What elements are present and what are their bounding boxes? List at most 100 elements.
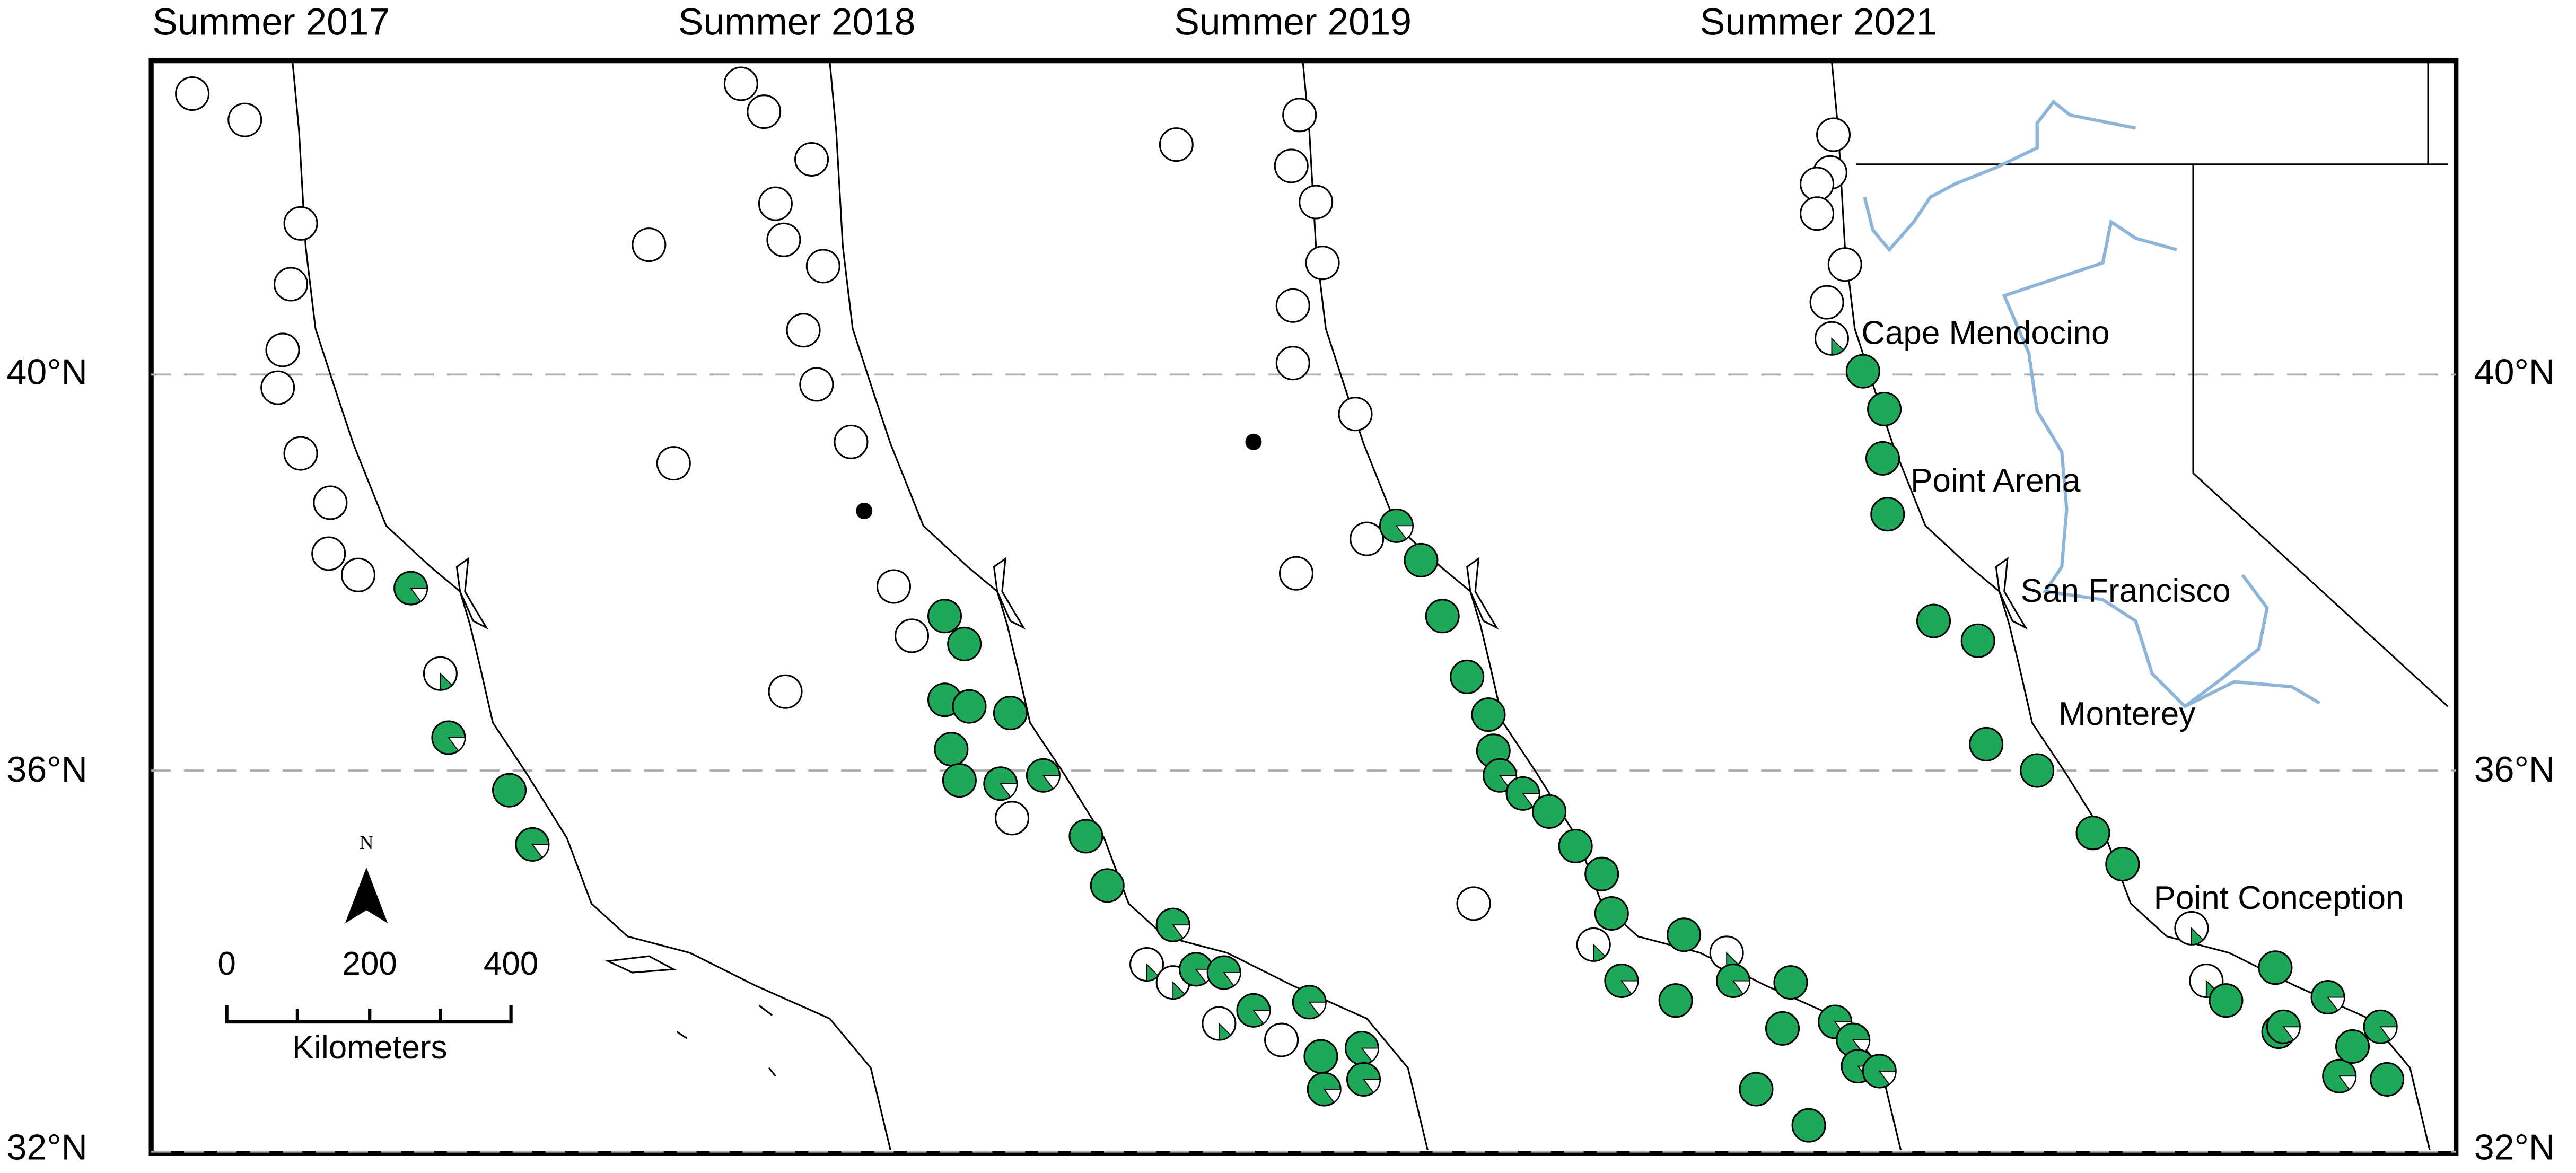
latitude-label: 40°N: [7, 352, 87, 392]
station-wedge: [1172, 924, 1190, 939]
station: [1816, 117, 1851, 152]
station: [273, 267, 309, 302]
station: [2370, 1062, 2405, 1097]
station-wedge: [1593, 943, 1606, 962]
station-dot: [1245, 433, 1262, 450]
station: [895, 618, 930, 653]
station: [1594, 896, 1629, 931]
station: [1159, 127, 1194, 162]
station: [260, 370, 295, 405]
map-frame: [148, 58, 2459, 1156]
station-wedge: [448, 737, 466, 752]
station: [1809, 285, 1844, 320]
station: [786, 313, 821, 348]
station: [283, 436, 318, 471]
station-wedge: [1831, 337, 1844, 356]
station: [1338, 397, 1373, 432]
station-dot: [856, 503, 873, 519]
bay: [455, 557, 489, 630]
station: [1773, 965, 1808, 1000]
station: [1960, 623, 1995, 658]
station: [1658, 983, 1693, 1018]
station-wedge: [1218, 1022, 1231, 1041]
station: [1274, 148, 1309, 183]
station: [2258, 950, 2293, 985]
station: [952, 689, 987, 724]
station: [995, 801, 1030, 836]
station-wedge: [2327, 996, 2345, 1011]
station: [1800, 196, 1835, 231]
station: [1667, 917, 1702, 952]
station-wedge: [2379, 1026, 2398, 1041]
river: [2002, 219, 2321, 709]
station-wedge: [1362, 1079, 1381, 1093]
place-label: Monterey: [2058, 696, 2195, 732]
station-wedge: [1308, 1001, 1327, 1016]
station: [1278, 556, 1314, 591]
station: [2075, 816, 2110, 851]
latitude-label: 36°N: [2474, 749, 2555, 790]
station: [227, 102, 262, 137]
station: [934, 732, 969, 767]
place-label: Cape Mendocino: [1861, 314, 2109, 351]
station: [632, 227, 667, 262]
station: [794, 142, 829, 177]
latitude-label: 32°N: [2474, 1127, 2555, 1168]
station: [1305, 246, 1340, 281]
station: [766, 222, 801, 257]
scale-tick-label: 0: [217, 946, 235, 982]
bay: [1995, 557, 2028, 630]
station: [1827, 247, 1862, 282]
station-wedge: [1042, 775, 1061, 790]
river: [1863, 99, 2136, 252]
bay: [993, 557, 1026, 630]
station: [942, 763, 977, 798]
latitude-label: 36°N: [7, 749, 87, 790]
station-wedge: [999, 783, 1018, 798]
station: [313, 485, 348, 520]
station-wedge: [2191, 927, 2204, 946]
station: [1068, 819, 1103, 854]
station-wedge: [1172, 981, 1186, 1000]
station: [1275, 346, 1310, 381]
station: [1471, 697, 1506, 732]
station-wedge: [1323, 1089, 1342, 1104]
station-wedge: [409, 588, 428, 602]
station: [1303, 1039, 1338, 1074]
latitude-label: 40°N: [2474, 352, 2555, 392]
station: [768, 674, 803, 709]
station: [656, 446, 691, 481]
station: [1845, 354, 1880, 389]
station: [723, 66, 758, 101]
station: [492, 773, 527, 808]
station: [1870, 497, 1905, 532]
scale-tick-label: 200: [343, 946, 397, 982]
station: [265, 332, 300, 367]
station: [1969, 726, 2004, 761]
station-wedge: [1878, 1070, 1897, 1086]
station-wedge: [1620, 980, 1639, 995]
station: [1090, 868, 1125, 903]
station: [876, 569, 912, 604]
panel-title: Summer 2018: [678, 1, 916, 43]
panel-title: Summer 2021: [1700, 1, 1938, 43]
place-label: San Francisco: [2021, 573, 2231, 609]
station: [1275, 288, 1310, 323]
station: [758, 186, 793, 221]
scale-tick-label: 400: [484, 946, 538, 982]
state-border: [1856, 60, 2449, 707]
map-labels: Summer 2017 Summer 2018 Summer 2019 Summ…: [7, 1, 2555, 1167]
station: [1867, 391, 1902, 426]
scale-bar: [225, 1005, 513, 1024]
place-label: Point Arena: [1911, 462, 2081, 499]
station: [1584, 856, 1619, 891]
station: [2209, 983, 2244, 1018]
panel-title: Summer 2019: [1175, 1, 1412, 43]
station: [747, 94, 782, 129]
map-layers: [151, 60, 2456, 1153]
station: [1350, 521, 1385, 556]
station: [993, 696, 1028, 731]
station: [1532, 794, 1567, 829]
station: [1800, 167, 1835, 202]
